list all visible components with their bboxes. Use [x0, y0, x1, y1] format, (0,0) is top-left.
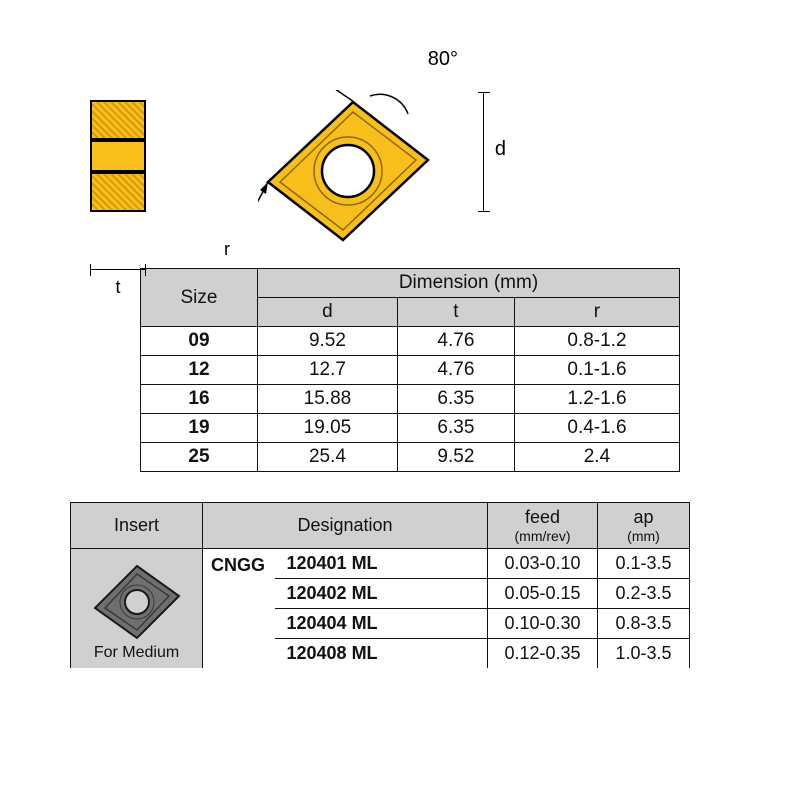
cell-d: 15.88: [257, 385, 397, 414]
code-cell: CNGG: [203, 549, 275, 669]
cell-d: 9.52: [257, 327, 397, 356]
t-label: t: [88, 277, 148, 298]
cell-size: 09: [141, 327, 258, 356]
cell-ap: 0.8-3.5: [598, 609, 690, 639]
cell-feed: 0.12-0.35: [488, 639, 598, 669]
side-view: t: [90, 80, 170, 260]
cell-size: 19: [141, 414, 258, 443]
top-view: 80° d: [218, 60, 498, 260]
cell-desig: 120402 ML: [275, 579, 488, 609]
cell-t: 4.76: [397, 327, 514, 356]
for-medium-label: For Medium: [75, 644, 198, 662]
col-designation: Designation: [203, 503, 488, 549]
cell-ap: 1.0-3.5: [598, 639, 690, 669]
table-row: 25 25.4 9.52 2.4: [141, 443, 680, 472]
table-row: 19 19.05 6.35 0.4-1.6: [141, 414, 680, 443]
d-label: d: [495, 138, 506, 161]
col-insert: Insert: [71, 503, 203, 549]
cell-size: 12: [141, 356, 258, 385]
col-r: r: [514, 298, 679, 327]
insert-cell: For Medium: [71, 549, 203, 669]
cell-size: 25: [141, 443, 258, 472]
cell-t: 6.35: [397, 414, 514, 443]
cell-r: 0.4-1.6: [514, 414, 679, 443]
cell-desig: 120408 ML: [275, 639, 488, 669]
col-t: t: [397, 298, 514, 327]
t-dimension-line: [90, 269, 146, 270]
table-row: 12 12.7 4.76 0.1-1.6: [141, 356, 680, 385]
table-row: 09 9.52 4.76 0.8-1.2: [141, 327, 680, 356]
cell-r: 0.8-1.2: [514, 327, 679, 356]
col-ap: ap (mm): [598, 503, 690, 549]
cell-size: 16: [141, 385, 258, 414]
ap-label: ap: [633, 507, 653, 527]
cell-feed: 0.05-0.15: [488, 579, 598, 609]
cell-desig: 120404 ML: [275, 609, 488, 639]
cell-r: 1.2-1.6: [514, 385, 679, 414]
d-dimension-extent: [478, 92, 490, 212]
dimension-table: Size Dimension (mm) d t r 09 9.52 4.76 0…: [140, 268, 680, 472]
cell-d: 25.4: [257, 443, 397, 472]
angle-label: 80°: [428, 48, 458, 71]
cell-ap: 0.2-3.5: [598, 579, 690, 609]
side-hatch-top: [90, 100, 146, 140]
ap-unit: (mm): [606, 528, 681, 544]
table-row: For Medium CNGG 120401 ML 0.03-0.10 0.1-…: [71, 549, 690, 579]
col-d: d: [257, 298, 397, 327]
feed-label: feed: [525, 507, 560, 527]
cell-feed: 0.03-0.10: [488, 549, 598, 579]
cell-t: 6.35: [397, 385, 514, 414]
r-label: r: [224, 239, 230, 260]
cell-feed: 0.10-0.30: [488, 609, 598, 639]
cell-t: 4.76: [397, 356, 514, 385]
technical-diagram: t 80°: [90, 60, 730, 260]
feed-unit: (mm/rev): [496, 528, 589, 544]
spec-table: Insert Designation feed (mm/rev) ap (mm): [70, 502, 690, 668]
table-row: 16 15.88 6.35 1.2-1.6: [141, 385, 680, 414]
cell-d: 12.7: [257, 356, 397, 385]
cell-d: 19.05: [257, 414, 397, 443]
side-mid: [90, 140, 146, 172]
rhombus-icon: [258, 90, 448, 255]
col-dimension: Dimension (mm): [257, 269, 679, 298]
cell-desig: 120401 ML: [275, 549, 488, 579]
cell-ap: 0.1-3.5: [598, 549, 690, 579]
col-feed: feed (mm/rev): [488, 503, 598, 549]
side-hatch-bottom: [90, 172, 146, 212]
d-dimension-line: [483, 92, 484, 212]
col-size: Size: [141, 269, 258, 327]
insert-thumb-icon: [89, 562, 185, 642]
cell-r: 0.1-1.6: [514, 356, 679, 385]
cell-t: 9.52: [397, 443, 514, 472]
t-dimension-extent: [90, 264, 146, 276]
cell-r: 2.4: [514, 443, 679, 472]
